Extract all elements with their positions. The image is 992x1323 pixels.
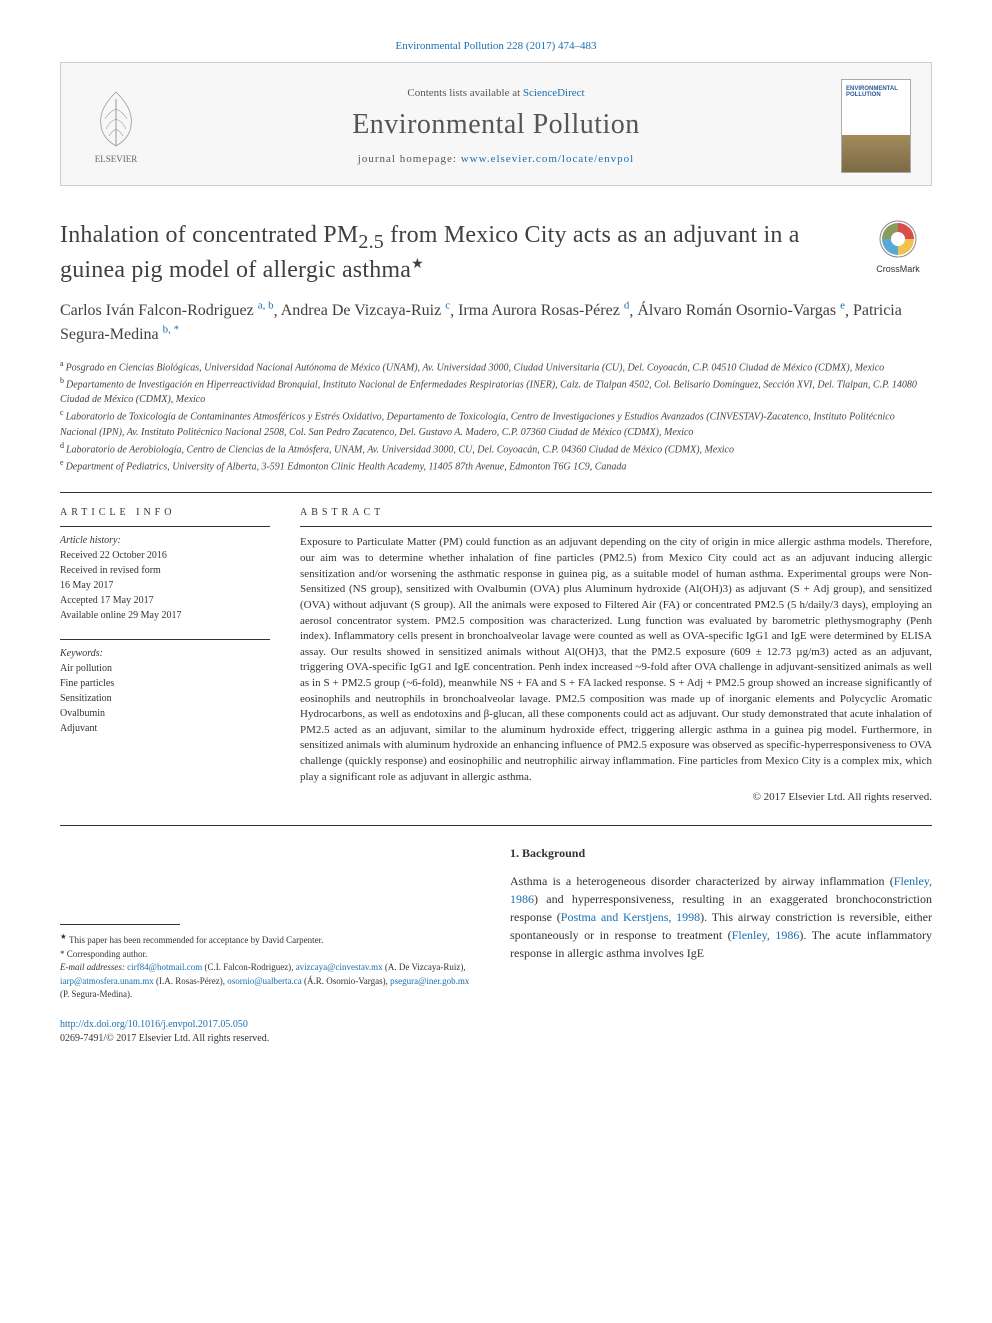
author-affiliation-marker: e xyxy=(840,300,845,312)
author-affiliation-marker: a, b xyxy=(258,300,274,312)
history-line: 16 May 2017 xyxy=(60,578,270,593)
journal-homepage-line: journal homepage: www.elsevier.com/locat… xyxy=(151,153,841,165)
footnote-star-text: This paper has been recommended for acce… xyxy=(69,935,323,945)
article-history-block: Article history: Received 22 October 201… xyxy=(60,526,270,623)
bottom-divider-rule xyxy=(60,825,932,826)
journal-homepage-link[interactable]: www.elsevier.com/locate/envpol xyxy=(461,153,634,165)
keywords-label: Keywords: xyxy=(60,646,270,661)
history-line: Received in revised form xyxy=(60,563,270,578)
email-owner: (I.A. Rosas-Pérez) xyxy=(156,976,223,986)
journal-cover-thumbnail xyxy=(841,79,911,173)
title-star-icon: ★ xyxy=(411,257,424,272)
footnote-rule xyxy=(60,924,180,925)
article-title: Inhalation of concentrated PM2.5 from Me… xyxy=(60,220,844,285)
abstract-copyright: © 2017 Elsevier Ltd. All rights reserved… xyxy=(300,791,932,803)
history-line: Received 22 October 2016 xyxy=(60,548,270,563)
affiliations-block: aPosgrado en Ciencias Biológicas, Univer… xyxy=(60,358,932,475)
author-email-link[interactable]: cirf84@hotmail.com xyxy=(127,962,202,972)
abstract-text: Exposure to Particulate Matter (PM) coul… xyxy=(300,526,932,785)
doi-link[interactable]: http://dx.doi.org/10.1016/j.envpol.2017.… xyxy=(60,1019,248,1030)
issn-copyright-line: 0269-7491/© 2017 Elsevier Ltd. All right… xyxy=(60,1033,269,1044)
abstract-heading: ABSTRACT xyxy=(300,507,932,518)
section-1-paragraph: Asthma is a heterogeneous disorder chara… xyxy=(510,872,932,962)
keyword-item: Sensitization xyxy=(60,691,270,706)
author-name: Irma Aurora Rosas-Pérez d xyxy=(458,302,629,319)
email-owner: (Á.R. Osornio-Vargas) xyxy=(304,976,386,986)
journal-masthead: ELSEVIER Contents lists available at Sci… xyxy=(60,62,932,186)
body-text: Asthma is a heterogeneous disorder chara… xyxy=(510,874,894,888)
citation-link[interactable]: Postma and Kerstjens, 1998 xyxy=(561,910,700,924)
crossmark-icon xyxy=(879,220,917,258)
footnotes-column: ★ This paper has been recommended for ac… xyxy=(60,844,480,1046)
footnote-corresponding: * Corresponding author. xyxy=(60,948,480,962)
footnote-emails: E-mail addresses: cirf84@hotmail.com (C.… xyxy=(60,961,480,1002)
author-email-link[interactable]: psegura@iner.gob.mx xyxy=(390,976,469,986)
keyword-item: Air pollution xyxy=(60,661,270,676)
svg-text:ELSEVIER: ELSEVIER xyxy=(95,154,138,164)
author-affiliation-marker: d xyxy=(624,300,630,312)
keyword-item: Adjuvant xyxy=(60,721,270,736)
affiliation-line: cLaboratorio de Toxicología de Contamina… xyxy=(60,407,932,439)
author-name: Álvaro Román Osornio-Vargas e xyxy=(637,302,845,319)
journal-name: Environmental Pollution xyxy=(151,109,841,141)
keywords-block: Keywords: Air pollutionFine particlesSen… xyxy=(60,639,270,736)
article-info-heading: ARTICLE INFO xyxy=(60,507,270,518)
contents-available-line: Contents lists available at ScienceDirec… xyxy=(151,87,841,99)
email-owner: (P. Segura-Medina) xyxy=(60,989,130,999)
history-label: Article history: xyxy=(60,533,270,548)
sciencedirect-link[interactable]: ScienceDirect xyxy=(523,87,585,99)
footnote-star-icon: ★ xyxy=(60,932,67,941)
keyword-item: Fine particles xyxy=(60,676,270,691)
footnote-corr-text: Corresponding author. xyxy=(67,949,148,959)
crossmark-label: CrossMark xyxy=(864,264,932,274)
author-email-link[interactable]: avizcaya@cinvestav.mx xyxy=(296,962,383,972)
history-line: Accepted 17 May 2017 xyxy=(60,593,270,608)
running-header: Environmental Pollution 228 (2017) 474–4… xyxy=(60,40,932,52)
homepage-prefix: journal homepage: xyxy=(358,153,461,165)
elsevier-logo-icon: ELSEVIER xyxy=(81,84,151,169)
email-owner: (C.I. Falcon-Rodriguez) xyxy=(204,962,291,972)
title-sub: 2.5 xyxy=(358,231,384,253)
section-1-heading: 1. Background xyxy=(510,844,932,862)
contents-prefix: Contents lists available at xyxy=(407,87,522,99)
author-affiliation-marker: b, * xyxy=(163,323,180,335)
affiliation-line: aPosgrado en Ciencias Biológicas, Univer… xyxy=(60,358,932,375)
footnote-star: ★ This paper has been recommended for ac… xyxy=(60,931,480,948)
author-affiliation-marker: c xyxy=(445,300,450,312)
citation-link[interactable]: Flenley, 1986 xyxy=(732,928,800,942)
keyword-item: Ovalbumin xyxy=(60,706,270,721)
title-pre: Inhalation of concentrated PM xyxy=(60,222,358,248)
author-email-link[interactable]: iarp@atmosfera.unam.mx xyxy=(60,976,154,986)
email-owner: (A. De Vizcaya-Ruiz) xyxy=(385,962,464,972)
body-column: 1. Background Asthma is a heterogeneous … xyxy=(510,844,932,1046)
affiliation-line: eDepartment of Pediatrics, University of… xyxy=(60,457,932,474)
crossmark-badge[interactable]: CrossMark xyxy=(864,220,932,274)
emails-label: E-mail addresses: xyxy=(60,962,125,972)
authors-line: Carlos Iván Falcon-Rodriguez a, b, Andre… xyxy=(60,299,932,346)
history-line: Available online 29 May 2017 xyxy=(60,608,270,623)
author-name: Andrea De Vizcaya-Ruiz c xyxy=(281,302,450,319)
affiliation-line: bDepartamento de Investigación en Hiperr… xyxy=(60,375,932,407)
author-email-link[interactable]: osornio@ualberta.ca xyxy=(227,976,302,986)
affiliation-line: dLaboratorio de Aerobiología, Centro de … xyxy=(60,440,932,457)
author-name: Carlos Iván Falcon-Rodriguez a, b xyxy=(60,302,274,319)
